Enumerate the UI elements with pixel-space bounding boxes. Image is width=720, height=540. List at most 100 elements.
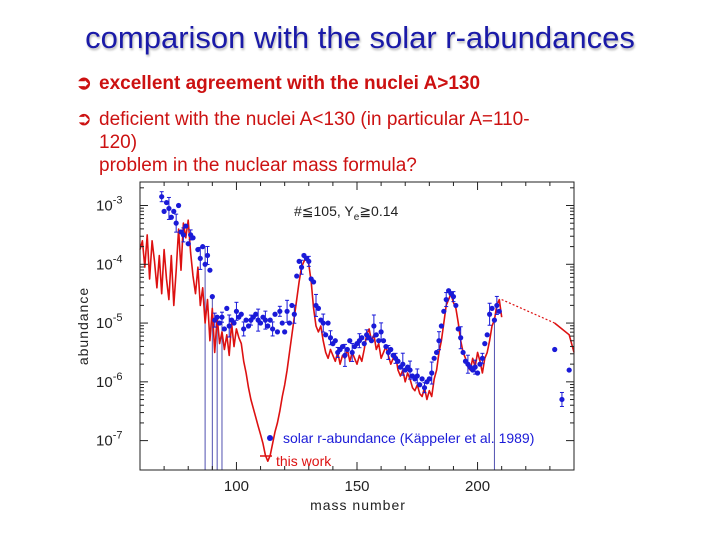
- solar-data-point: [284, 308, 290, 314]
- solar-data-point: [224, 305, 230, 311]
- solar-data-point: [482, 341, 488, 347]
- solar-data-point: [243, 317, 249, 323]
- solar-data-point: [245, 323, 252, 329]
- solar-data-point: [332, 338, 338, 344]
- solar-data-point: [320, 320, 326, 326]
- solar-data-point: [238, 311, 244, 317]
- x-tick-label: 150: [344, 478, 369, 495]
- solar-data-point: [270, 326, 276, 332]
- model-series-line: [139, 219, 503, 462]
- solar-data-point: [166, 205, 172, 212]
- solar-data-point: [477, 361, 483, 367]
- legend: solar r-abundance (Käppeler et al. 1989)…: [260, 430, 534, 469]
- solar-data-point: [361, 341, 367, 347]
- solar-data-point: [400, 361, 406, 367]
- solar-data-point: [373, 332, 379, 338]
- solar-data-point: [274, 329, 281, 335]
- axes-layer: 100 150 200 10-3 10-4 10-5 10-6 10-7: [96, 182, 575, 495]
- model-extension-solid: [554, 322, 575, 353]
- bullet-text: excellent agreement with the nuclei A>13…: [99, 73, 481, 94]
- solar-data-point: [207, 267, 213, 273]
- points-layer: [159, 191, 572, 407]
- solar-data-point: [433, 349, 440, 356]
- solar-data-point: [458, 335, 464, 341]
- solar-data-point: [233, 308, 240, 314]
- legend-label-model: this work: [276, 453, 332, 469]
- solar-data-point: [226, 323, 232, 329]
- solar-data-point: [289, 302, 295, 309]
- solar-data-point: [161, 208, 167, 214]
- solar-data-point: [168, 214, 174, 220]
- solar-data-point: [443, 296, 449, 303]
- solar-data-point: [417, 382, 423, 388]
- slide-title: comparison with the solar r-abundances: [85, 20, 635, 55]
- solar-data-point: [219, 314, 225, 320]
- solar-data-point: [202, 261, 208, 267]
- solar-data-point: [438, 323, 444, 329]
- solar-data-point: [185, 241, 191, 247]
- solar-data-point: [388, 346, 394, 353]
- solar-data-point: [298, 264, 305, 270]
- solar-data-point: [197, 255, 203, 262]
- solar-data-point: [306, 258, 312, 264]
- solar-data-point: [378, 329, 384, 335]
- solar-data-point: [296, 258, 302, 264]
- solar-data-point: [472, 364, 478, 370]
- solar-data-point: [496, 308, 502, 314]
- y-axis-label: abundance: [75, 287, 91, 365]
- solar-data-point: [566, 367, 572, 373]
- solar-data-point: [421, 385, 428, 391]
- solar-data-point: [431, 355, 437, 361]
- solar-data-point: [195, 246, 201, 253]
- bullet-item: ➲ deficient with the nuclei A<130 (in pa…: [76, 108, 666, 177]
- solar-data-point: [359, 335, 365, 341]
- solar-data-point: [315, 305, 322, 311]
- solar-data-point: [383, 343, 389, 350]
- legend-marker-solar: [267, 435, 273, 441]
- solar-data-point: [460, 349, 466, 356]
- solar-data-point: [277, 308, 283, 314]
- solar-data-point: [344, 346, 350, 353]
- solar-data-point: [347, 338, 353, 344]
- solar-data-point: [183, 223, 189, 229]
- solar-data-point: [267, 317, 273, 323]
- model-extension-dotted: [501, 299, 555, 324]
- solar-data-point: [494, 302, 500, 309]
- right-arrow-circle-icon: ➲: [76, 73, 92, 94]
- solar-data-point: [286, 320, 293, 326]
- solar-data-point: [407, 367, 413, 373]
- solar-data-point: [204, 252, 211, 259]
- solar-data-point: [180, 232, 186, 238]
- solar-data-point: [253, 311, 259, 317]
- solar-data-point: [489, 305, 495, 311]
- solar-data-point: [214, 314, 220, 320]
- solar-data-point: [426, 376, 432, 382]
- solar-data-point: [487, 311, 493, 317]
- y-tick-label: 10-6: [96, 371, 122, 391]
- bullet-text-line: 120): [99, 132, 138, 153]
- solar-data-point: [221, 326, 227, 332]
- solar-data-point: [552, 346, 558, 353]
- solar-data-point: [339, 343, 346, 350]
- solar-data-point: [262, 317, 268, 323]
- x-tick-label: 200: [465, 478, 490, 495]
- solar-data-point: [291, 311, 297, 317]
- y-tick-label: 10-4: [96, 253, 122, 273]
- legend-label-solar: solar r-abundance (Käppeler et al. 1989): [283, 430, 534, 446]
- right-arrow-circle-icon: ➲: [76, 109, 92, 130]
- solar-data-point: [474, 370, 481, 376]
- solar-data-point: [559, 396, 565, 403]
- y-tick-label: 10-7: [96, 430, 122, 450]
- solar-data-point: [231, 320, 237, 326]
- solar-data-point: [279, 320, 285, 326]
- solar-data-point: [200, 244, 206, 250]
- solar-data-point: [257, 320, 264, 326]
- bullet-text-line: problem in the nuclear mass formula?: [99, 155, 417, 176]
- solar-data-point: [453, 302, 459, 309]
- solar-data-point: [491, 317, 498, 323]
- solar-data-point: [455, 326, 461, 332]
- solar-data-point: [272, 311, 278, 317]
- solar-data-point: [294, 273, 300, 279]
- solar-data-point: [429, 370, 435, 376]
